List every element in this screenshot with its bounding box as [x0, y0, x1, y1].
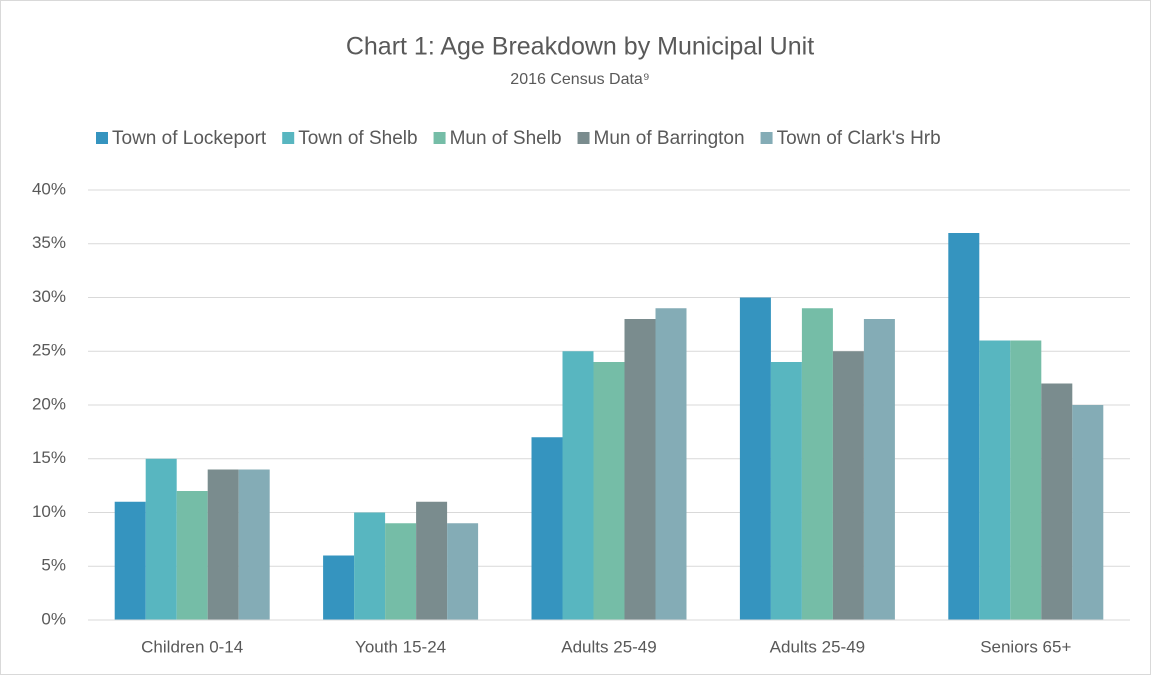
bar [531, 437, 563, 620]
legend-swatch [577, 132, 590, 144]
bar [1010, 340, 1042, 620]
bar [145, 458, 177, 620]
legend-label: Town of Clark's Hrb [777, 128, 941, 149]
bar [562, 351, 594, 620]
y-tick-label: 25% [32, 341, 66, 360]
bar [739, 297, 771, 620]
legend-label: Mun of Barrington [594, 128, 745, 149]
legend-swatch [760, 132, 773, 144]
bar [1041, 383, 1073, 620]
x-tick-label: Adults 25-49 [770, 637, 865, 656]
x-tick-label: Seniors 65+ [980, 637, 1071, 656]
y-tick-label: 30% [32, 287, 66, 306]
y-tick-label: 40% [32, 179, 66, 198]
legend-label: Mun of Shelb [450, 128, 562, 149]
chart-title: Chart 1: Age Breakdown by Municipal Unit [346, 33, 814, 61]
legend-label: Town of Lockeport [112, 128, 267, 149]
legend-label: Town of Shelb [298, 128, 417, 149]
bar [948, 233, 980, 620]
bar [624, 319, 656, 620]
bar [770, 362, 802, 620]
bar [207, 469, 239, 620]
y-tick-label: 0% [41, 609, 66, 628]
chart-subtitle: 2016 Census Data⁹ [510, 71, 649, 88]
y-tick-label: 10% [32, 502, 66, 521]
bar [801, 308, 833, 620]
y-tick-label: 35% [32, 233, 66, 252]
x-tick-label: Children 0-14 [141, 637, 243, 656]
legend-swatch [433, 132, 446, 144]
bar [238, 469, 270, 620]
y-tick-label: 15% [32, 448, 66, 467]
bar [416, 501, 448, 620]
bar [1072, 405, 1104, 620]
x-tick-label: Adults 25-49 [561, 637, 656, 656]
y-tick-label: 20% [32, 394, 66, 413]
y-tick-label: 5% [41, 556, 66, 575]
bar [979, 340, 1011, 620]
bar [863, 319, 895, 620]
bar [593, 362, 625, 620]
bar [176, 491, 208, 620]
bar [447, 523, 479, 620]
bar [354, 512, 386, 620]
bar [323, 555, 355, 620]
bar [385, 523, 417, 620]
bar [114, 501, 146, 620]
bar [832, 351, 864, 620]
legend-swatch [96, 132, 108, 144]
x-tick-label: Youth 15-24 [355, 637, 446, 656]
legend-swatch [282, 132, 295, 144]
bar [655, 308, 687, 620]
